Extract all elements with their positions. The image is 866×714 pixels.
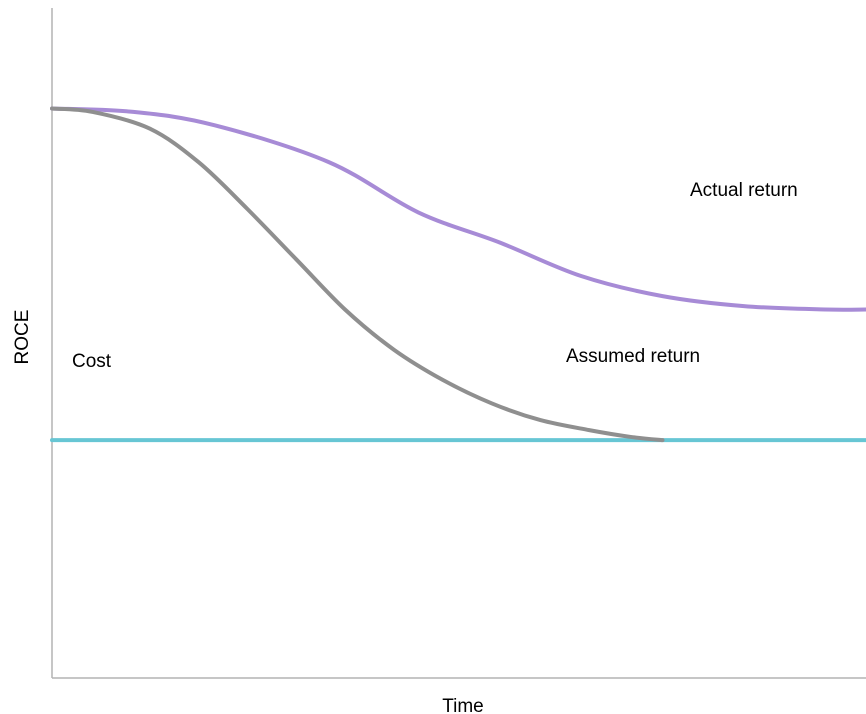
annotation-assumed-return: Assumed return — [566, 346, 700, 367]
y-axis-label: ROCE — [12, 310, 33, 365]
series-layer — [50, 106, 866, 443]
series-line-actual-return — [50, 106, 866, 312]
annotation-cost: Cost — [72, 351, 112, 372]
series-line-assumed-return — [50, 106, 665, 443]
x-axis-label: Time — [442, 696, 484, 714]
annotation-actual-return: Actual return — [690, 180, 798, 201]
